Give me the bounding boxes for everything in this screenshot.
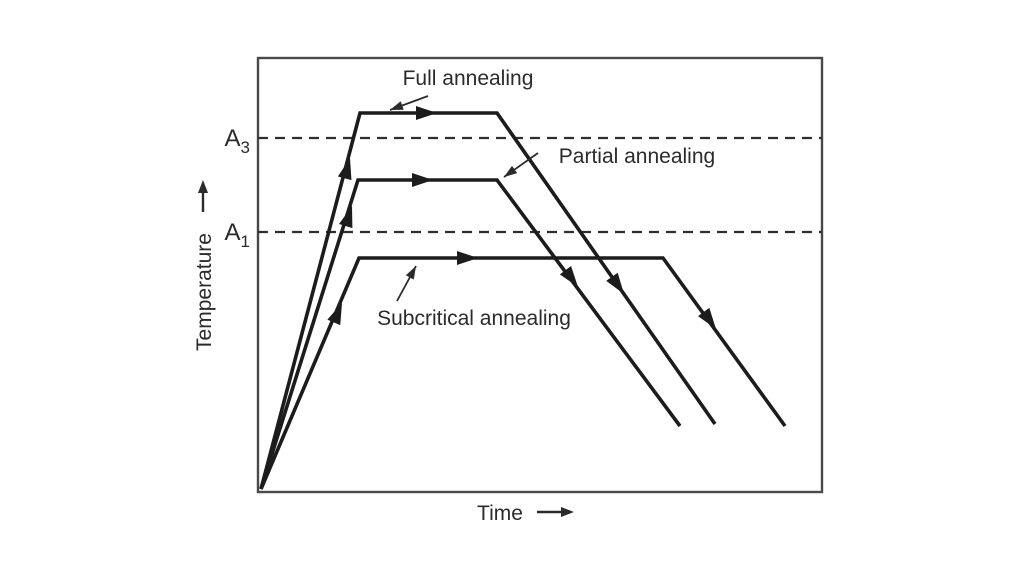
x-axis-arrow-icon — [537, 507, 574, 517]
annotation-arrowhead-subcritical-annealing — [405, 266, 416, 280]
a3-reference-label: A3 — [225, 125, 250, 157]
curve-direction-arrowhead-partial-annealing — [559, 265, 578, 287]
a1-reference-label: A1 — [225, 219, 250, 251]
curve-direction-arrowhead-partial-annealing — [412, 173, 433, 187]
annotation-arrowhead-partial-annealing — [504, 165, 518, 177]
annotation-arrowhead-full-annealing — [390, 101, 404, 110]
annotation-label-subcritical-annealing: Subcritical annealing — [377, 307, 571, 330]
curve-subcritical-annealing — [259, 256, 787, 490]
curve-direction-arrowhead-subcritical-annealing — [697, 307, 716, 329]
curve-direction-arrowhead-full-annealing — [337, 158, 352, 181]
curve-direction-arrowhead-subcritical-annealing — [457, 251, 478, 265]
curves-group — [259, 106, 787, 490]
curve-direction-arrowhead-full-annealing — [606, 272, 624, 294]
plot-area-border — [256, 56, 824, 494]
curve-partial-annealing — [259, 178, 682, 490]
x-axis-label: Time — [477, 502, 523, 525]
curve-direction-arrowhead-subcritical-annealing — [327, 303, 342, 326]
curve-full-annealing — [259, 111, 717, 490]
annotations-group: Full annealing Partial annealing Subcritic… — [377, 67, 715, 330]
curve-direction-arrowhead-partial-annealing — [339, 206, 353, 229]
y-axis-arrow-icon — [198, 180, 208, 212]
annotation-label-full-annealing: Full annealing — [403, 67, 534, 90]
annotation-label-partial-annealing: Partial annealing — [559, 145, 715, 168]
y-axis-label: Temperature — [193, 233, 216, 351]
curve-direction-arrowhead-full-annealing — [416, 106, 437, 120]
